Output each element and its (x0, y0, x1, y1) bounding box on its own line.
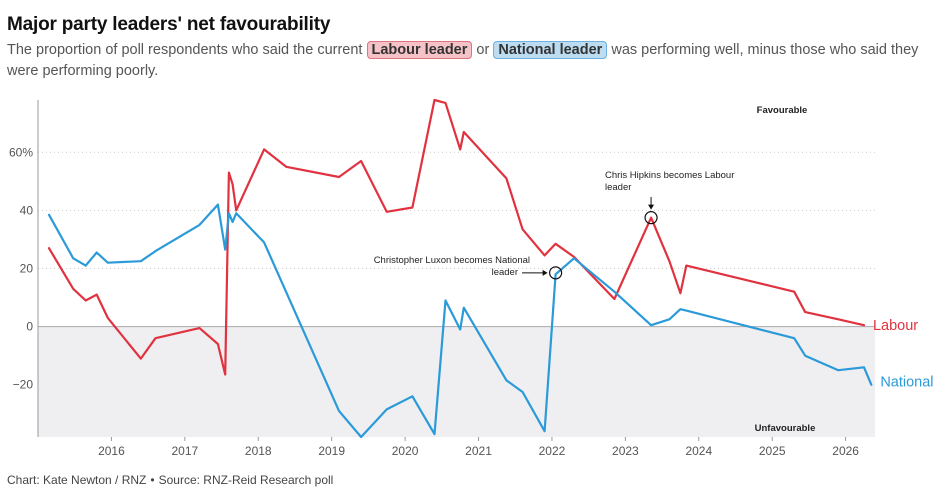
annotation-hipkins-arrowhead (648, 204, 655, 210)
annotation-hipkins-line1: Chris Hipkins becomes Labour (605, 170, 734, 181)
x-tick-label: 2019 (318, 444, 345, 458)
series-line-national (47, 203, 873, 439)
chart-title: Major party leaders' net favourability (7, 14, 331, 35)
x-tick-label: 2021 (465, 444, 492, 458)
annotation-luxon-line2: leader (492, 267, 518, 278)
chart-subtitle: The proportion of poll respondents who s… (7, 40, 932, 82)
footer-source: Source: RNZ-Reid Research poll (158, 473, 334, 487)
labour-leader-pill: Labour leader (366, 41, 473, 59)
subtitle-text-or: or (476, 42, 490, 58)
y-tick-label: 20 (20, 262, 34, 276)
national-leader-pill: National leader (493, 41, 608, 59)
y-tick-label: −20 (13, 378, 34, 392)
luxon-marker (549, 266, 563, 280)
series-line-labour (47, 98, 866, 376)
footer-credit: Chart: Kate Newton / RNZ (7, 473, 147, 487)
series-label-labour: Labour (873, 318, 918, 334)
hipkins-marker (644, 211, 658, 225)
series-label-national: National (880, 375, 933, 391)
y-tick-label: 0 (26, 320, 33, 334)
x-tick-label: 2020 (392, 444, 419, 458)
x-tick-label: 2017 (171, 444, 198, 458)
subtitle-text-after: was performing well, minus those who sai… (7, 42, 919, 79)
x-tick-label: 2025 (759, 444, 786, 458)
x-tick-label: 2022 (539, 444, 566, 458)
annotation-luxon-arrowhead (542, 269, 548, 276)
x-tick-label: 2026 (832, 444, 859, 458)
favourable-label: Favourable (757, 105, 808, 116)
y-tick-label: 40 (20, 203, 34, 217)
x-tick-label: 2016 (98, 444, 125, 458)
annotation-hipkins-line2: leader (605, 182, 631, 193)
annotation-luxon-line1: Christopher Luxon becomes National (374, 255, 530, 266)
chart-area: −20 0 20 40 60% 2016 2017 2018 2019 2020 2021 2022 2… (9, 98, 934, 458)
x-tick-label: 2018 (245, 444, 272, 458)
unfavourable-label: Unfavourable (755, 423, 816, 434)
x-tick-label: 2024 (685, 444, 712, 458)
x-tick-label: 2023 (612, 444, 639, 458)
y-tick-label: 60% (9, 145, 33, 159)
subtitle-text-before: The proportion of poll respondents who s… (7, 42, 363, 58)
chart-footer: Chart: Kate Newton / RNZ • Source: RNZ-Rei… (7, 473, 334, 487)
unfavourable-band (38, 326, 875, 437)
